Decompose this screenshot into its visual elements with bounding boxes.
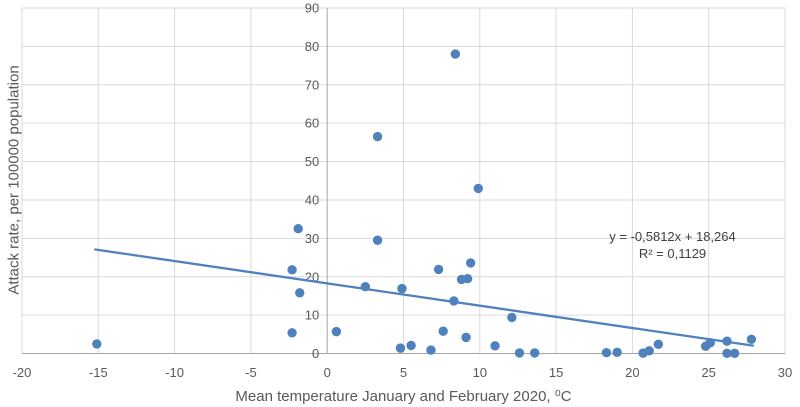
data-point — [360, 282, 371, 292]
data-point — [722, 336, 732, 346]
data-point — [397, 283, 407, 294]
x-tick-label: 20 — [625, 365, 639, 380]
data-point — [530, 348, 540, 358]
x-tick-label: 10 — [473, 365, 487, 380]
data-point — [406, 340, 416, 351]
x-tick-label: 15 — [549, 365, 563, 380]
y-tick-label: 10 — [305, 308, 319, 323]
y-tick-label: 50 — [305, 154, 319, 169]
data-point — [514, 348, 525, 358]
data-point — [490, 341, 500, 351]
data-point — [653, 339, 664, 349]
x-axis-title: Mean temperature January and February 20… — [235, 388, 572, 405]
y-tick-label: 90 — [305, 1, 319, 16]
data-point — [426, 345, 436, 355]
data-point — [372, 235, 383, 245]
y-tick-label: 0 — [312, 346, 319, 361]
data-point — [601, 348, 612, 358]
data-point — [612, 347, 622, 358]
data-point — [746, 334, 757, 344]
trendline-equation-block: y = -0,5812x + 18,264 R² = 0,1129 — [570, 229, 775, 262]
data-point — [462, 273, 473, 284]
y-tick-label: 60 — [305, 116, 319, 131]
data-point — [722, 348, 732, 359]
data-point — [92, 339, 102, 349]
data-point — [729, 348, 740, 359]
x-tick-label: 30 — [778, 365, 792, 380]
data-point — [449, 296, 459, 306]
data-point — [433, 264, 444, 275]
data-point — [438, 326, 448, 336]
data-point — [644, 346, 654, 356]
data-point — [331, 326, 342, 337]
x-tick-label: 0 — [324, 365, 331, 380]
data-point — [295, 288, 305, 298]
y-tick-label: 40 — [305, 192, 319, 207]
x-tick-label: -15 — [89, 365, 108, 380]
data-point — [465, 258, 476, 268]
data-point — [705, 338, 715, 348]
data-point — [473, 183, 483, 194]
x-tick-label: 5 — [400, 365, 407, 380]
data-point — [293, 224, 303, 234]
trendline — [94, 248, 755, 347]
y-tick-label: 70 — [305, 77, 319, 92]
data-point — [450, 49, 461, 59]
y-tick-label: 30 — [305, 231, 319, 246]
data-point — [287, 328, 297, 338]
trendline-equation: y = -0,5812x + 18,264 — [609, 229, 736, 244]
x-tick-label: 25 — [701, 365, 715, 380]
data-point — [507, 312, 517, 323]
y-tick-label: 80 — [305, 39, 319, 54]
x-tick-label: -10 — [165, 365, 184, 380]
trendline-r-squared: R² = 0,1129 — [638, 245, 707, 261]
x-tick-label: -5 — [245, 365, 257, 380]
x-tick-label: -20 — [13, 365, 32, 380]
data-point — [372, 131, 383, 142]
y-axis-title: Attack rate, per 100000 population — [5, 65, 23, 295]
data-point — [461, 332, 471, 343]
data-point — [395, 343, 406, 353]
data-point — [287, 265, 297, 275]
